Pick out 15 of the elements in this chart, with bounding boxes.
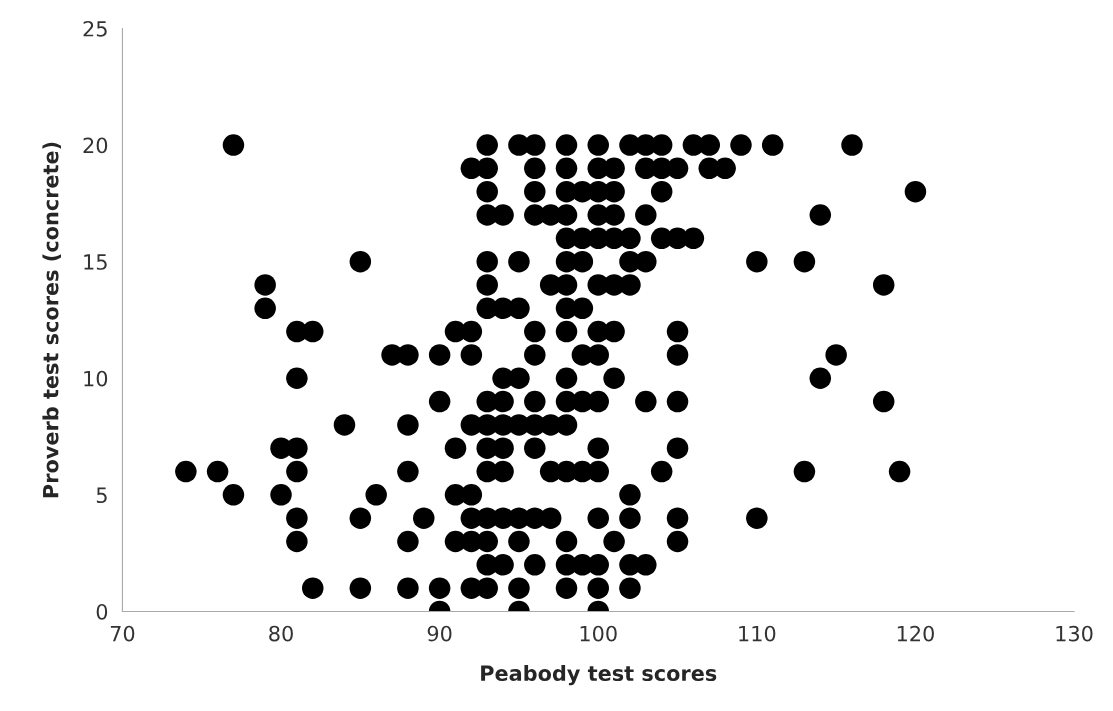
y-tick-label: 25: [83, 20, 107, 37]
y-tick-label: 5: [96, 487, 107, 504]
x-tick-label: 70: [110, 625, 135, 642]
x-axis-title: Peabody test scores: [481, 664, 717, 686]
y-axis-title: Proverb test scores (concrete): [42, 142, 61, 498]
x-tick-label: 80: [269, 625, 293, 642]
x-tick-label: 120: [897, 625, 934, 642]
x-tick-label: 130: [1056, 625, 1093, 642]
y-tick-label: 0: [96, 603, 108, 620]
x-tick-label: 110: [739, 625, 776, 642]
x-tick-label: 90: [427, 625, 452, 642]
y-tick-label: 15: [84, 254, 107, 270]
y-tick-label: 20: [83, 137, 108, 154]
y-tick-label: 10: [84, 370, 108, 387]
x-tick-label: 100: [580, 625, 617, 642]
